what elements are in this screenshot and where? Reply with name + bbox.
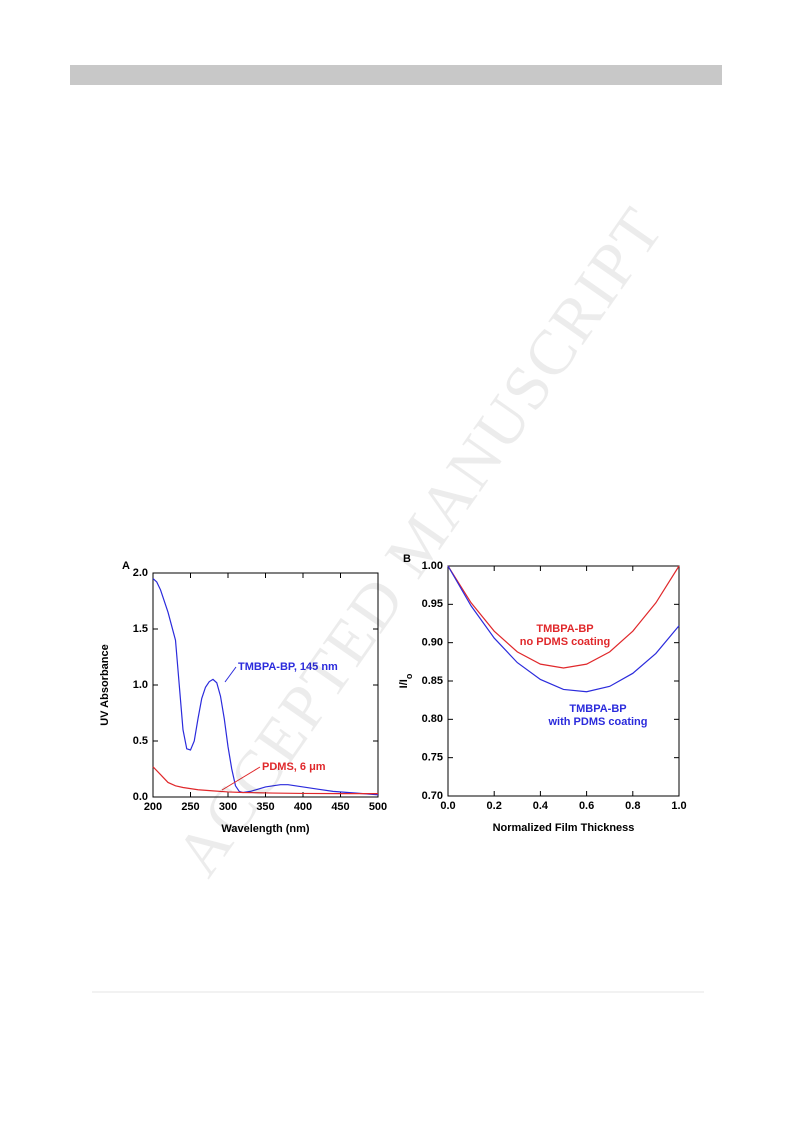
x-tick-label: 400 — [294, 801, 312, 813]
series-label: PDMS, 6 μm — [262, 761, 326, 773]
x-tick-label: 0.0 — [440, 800, 455, 812]
x-axis-label: Wavelength (nm) — [221, 823, 310, 835]
y-tick-label: 0.90 — [422, 637, 443, 649]
plot-frame — [447, 565, 680, 797]
y-axis-label-main: UV Absorbance — [99, 644, 111, 726]
x-tick-label: 300 — [219, 801, 237, 813]
x-tick-label: 450 — [331, 801, 349, 813]
y-axis-label: I/Io — [398, 673, 414, 688]
x-axis-label: Normalized Film Thickness — [493, 822, 635, 834]
y-tick-label: 0.95 — [422, 598, 443, 610]
leader-line — [221, 766, 261, 791]
x-tick-label: 350 — [256, 801, 274, 813]
y-tick-label: 0.80 — [422, 713, 443, 725]
y-tick-label: 1.5 — [133, 623, 148, 635]
x-tick-label: 1.0 — [671, 800, 686, 812]
x-tick-label: 200 — [144, 801, 162, 813]
watermark: ACCEPTED MANUSCRIPT — [162, 194, 677, 888]
x-tick-label: 250 — [181, 801, 199, 813]
header-bar — [70, 65, 722, 85]
y-tick-label: 2.0 — [133, 567, 148, 579]
y-axis-label: UV Absorbance — [99, 644, 111, 726]
series-line — [152, 578, 379, 796]
y-tick-label: 0.75 — [422, 752, 443, 764]
y-tick-label: 0.0 — [133, 791, 148, 803]
x-tick-label: 0.2 — [487, 800, 502, 812]
y-tick-label: 1.0 — [133, 679, 148, 691]
panel-label: B — [403, 553, 411, 565]
x-tick-label: 500 — [369, 801, 387, 813]
series-line — [447, 565, 680, 669]
series-label: TMBPA-BP — [536, 623, 593, 635]
y-axis-label-sub: o — [404, 673, 414, 679]
series-line — [447, 565, 680, 693]
leader-line — [224, 666, 237, 683]
plot-frame — [152, 572, 379, 798]
y-tick-label: 0.85 — [422, 675, 443, 687]
panel-label: A — [122, 560, 130, 572]
y-tick-label: 1.00 — [422, 560, 443, 572]
series-line — [152, 766, 378, 795]
y-tick-label: 0.5 — [133, 735, 148, 747]
x-tick-label: 0.6 — [579, 800, 594, 812]
x-tick-label: 0.8 — [625, 800, 640, 812]
series-label: TMBPA-BP — [569, 703, 626, 715]
y-tick-label: 0.70 — [422, 790, 443, 802]
x-tick-label: 0.4 — [533, 800, 549, 812]
series-description: no PDMS coating — [520, 636, 610, 648]
series-label: TMBPA-BP, 145 nm — [238, 661, 338, 673]
y-axis-label-main: I/I — [398, 679, 410, 688]
series-description: with PDMS coating — [548, 716, 648, 728]
